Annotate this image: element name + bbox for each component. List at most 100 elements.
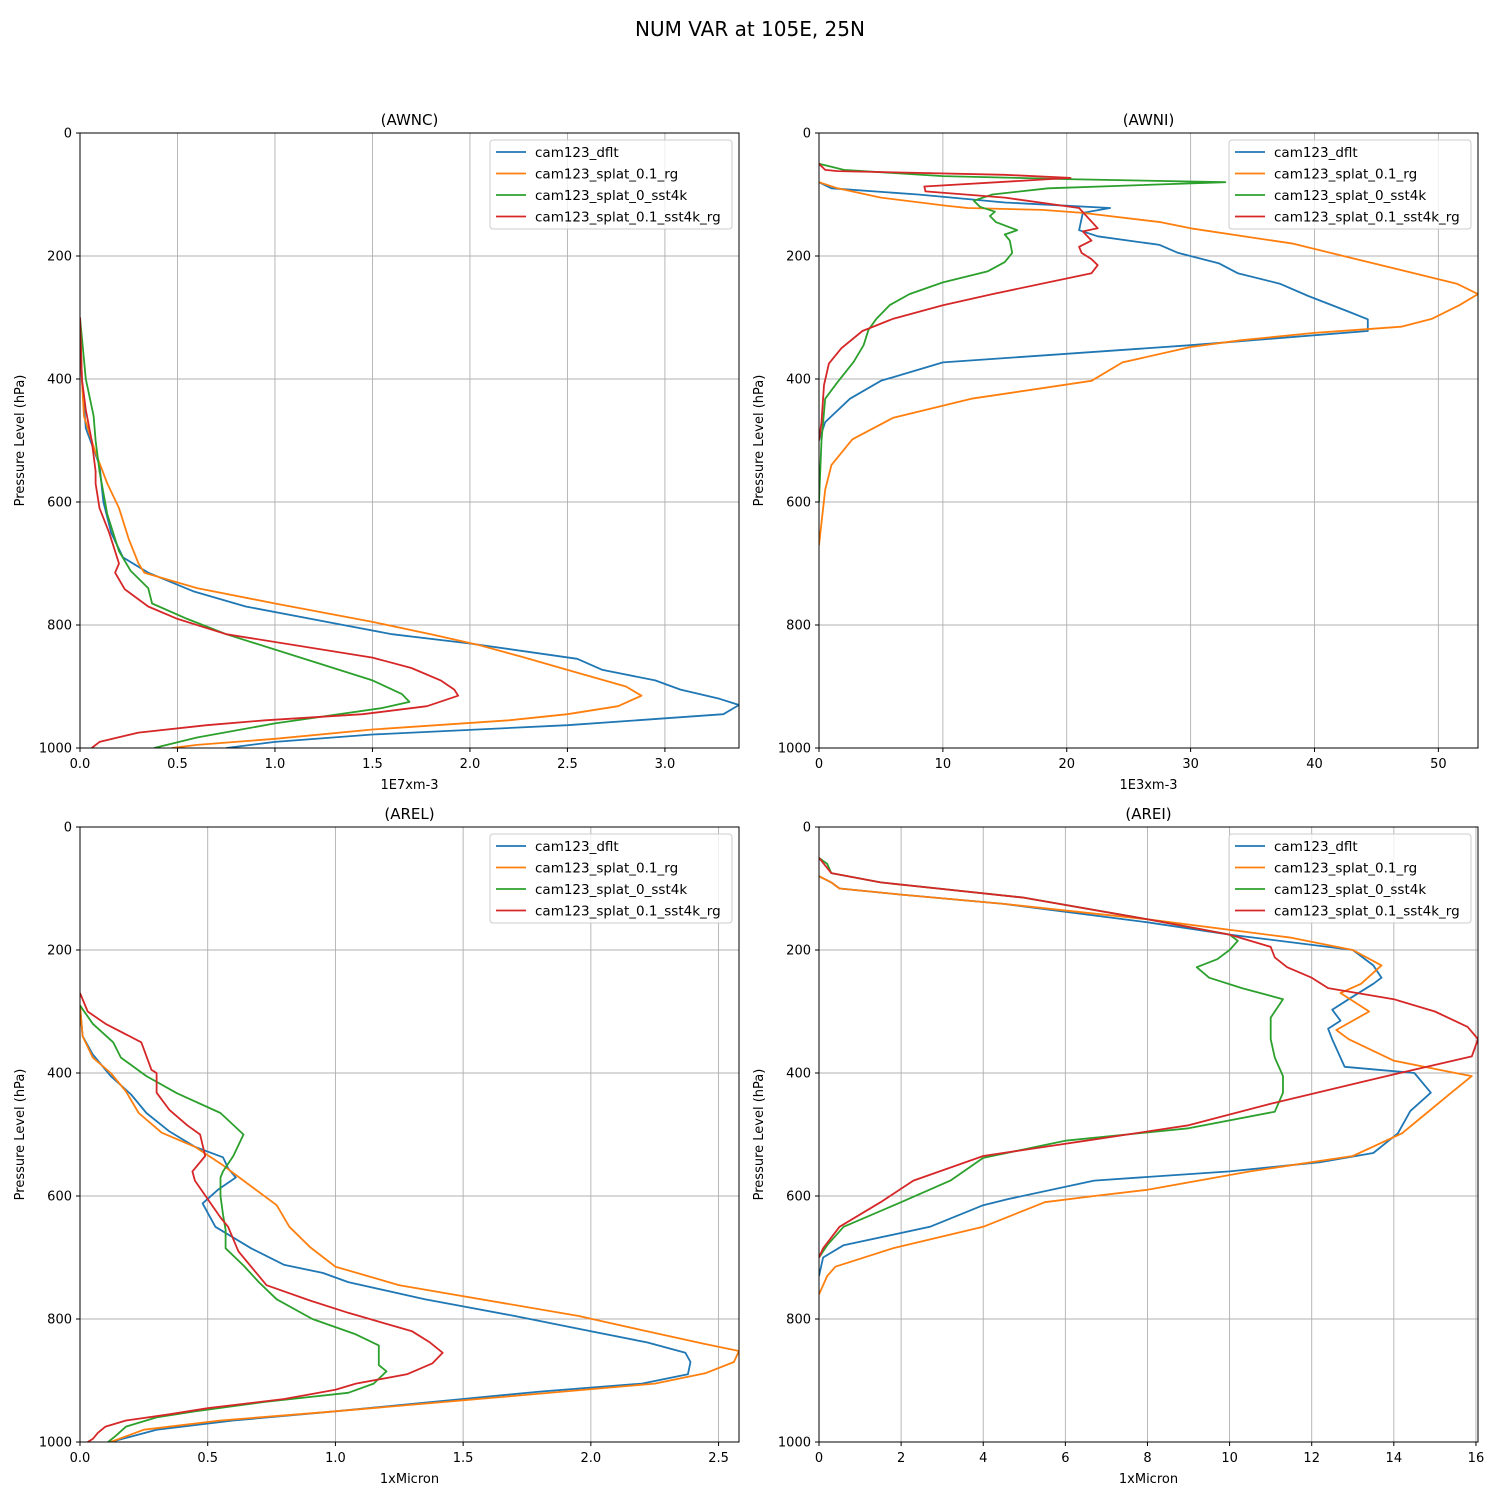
y-tick-label: 200 xyxy=(47,944,72,959)
y-tick-label: 600 xyxy=(47,496,72,511)
x-tick-label: 1.5 xyxy=(362,757,383,772)
y-tick-label: 1000 xyxy=(39,742,72,757)
x-tick-label: 0 xyxy=(815,757,823,772)
series-line-cam123_dflt xyxy=(80,1005,692,1442)
figure-title: NUM VAR at 105E, 25N xyxy=(635,17,865,41)
y-tick-label: 600 xyxy=(786,1190,811,1205)
panel-3: 0 2 4 6 8 10 12 14 16 0 200 400 600 800 1000 (AREI) 1xMi… xyxy=(752,805,1484,1487)
legend: cam123_dflt cam123_splat_0.1_rg cam123_spl… xyxy=(489,833,733,924)
series-line-cam123_splat_0.1_sst4k_rg xyxy=(80,992,444,1442)
panel-title: (AWNI) xyxy=(1123,111,1175,129)
series-line-cam123_splat_0.1_rg xyxy=(80,317,643,748)
x-tick-label: 12 xyxy=(1303,1451,1320,1466)
legend-label: cam123_splat_0.1_sst4k_rg xyxy=(1274,210,1460,226)
series-line-cam123_splat_0_sst4k xyxy=(819,162,1227,503)
x-tick-label: 2 xyxy=(897,1451,905,1466)
panel-2: 0.0 0.5 1.0 1.5 2.0 2.5 0 200 400 600 800 1000 (AREL… xyxy=(13,805,740,1487)
legend: cam123_dflt cam123_splat_0.1_rg cam123_spl… xyxy=(489,139,733,230)
y-tick-label: 200 xyxy=(47,250,72,265)
panels: 0.0 0.5 1.0 1.5 2.0 2.5 3.002004006008001000(A… xyxy=(13,111,1484,1487)
legend-box xyxy=(489,833,733,924)
legend-label: cam123_splat_0.1_sst4k_rg xyxy=(535,210,721,226)
legend-label: cam123_splat_0_sst4k xyxy=(535,188,687,204)
legend-label: cam123_splat_0.1_rg xyxy=(1274,861,1417,877)
series-line-cam123_splat_0_sst4k xyxy=(80,1004,388,1442)
legend-label: cam123_dflt xyxy=(535,145,619,161)
series-line-cam123_splat_0_sst4k xyxy=(80,317,411,748)
x-axis-label: 1xMicron xyxy=(380,1472,439,1487)
legend-box xyxy=(1228,139,1472,230)
y-tick-label: 600 xyxy=(786,496,811,511)
axes-frame xyxy=(818,826,1479,1443)
y-tick-label: 800 xyxy=(47,619,72,634)
series-line-cam123_dflt xyxy=(819,875,1432,1277)
x-tick-label: 10 xyxy=(935,757,952,772)
legend-label: cam123_splat_0_sst4k xyxy=(1274,882,1426,898)
legend-label: cam123_dflt xyxy=(1274,839,1358,855)
legend-box xyxy=(489,139,733,230)
x-tick-label: 0.0 xyxy=(70,757,91,772)
axes-frame xyxy=(818,132,1479,749)
y-axis-label: Pressure Level (hPa) xyxy=(13,375,28,507)
panel-title: (AWNC) xyxy=(381,111,439,129)
x-tick-label: 30 xyxy=(1182,757,1199,772)
y-tick-label: 1000 xyxy=(778,742,811,757)
y-tick-label: 200 xyxy=(786,944,811,959)
panel-1: 0 10 20 30 40 50 0 200 400 600 800 1000 (AWNI) 1E3xm-… xyxy=(752,111,1479,793)
series-line-cam123_splat_0.1_rg xyxy=(819,875,1473,1295)
y-tick-label: 800 xyxy=(786,619,811,634)
x-tick-label: 8 xyxy=(1143,1451,1151,1466)
x-tick-label: 10 xyxy=(1221,1451,1238,1466)
series-line-cam123_splat_0.1_sst4k_rg xyxy=(819,857,1478,1258)
legend-box xyxy=(1228,833,1472,924)
legend-label: cam123_dflt xyxy=(1274,145,1358,161)
panel-title: (AREI) xyxy=(1125,805,1171,823)
legend-label: cam123_splat_0_sst4k xyxy=(1274,188,1426,204)
series-line-cam123_dflt xyxy=(819,181,1369,441)
y-axis-label: Pressure Level (hPa) xyxy=(13,1069,28,1201)
legend-label: cam123_dflt xyxy=(535,839,619,855)
y-tick-label: 0 xyxy=(64,127,72,142)
legend-label: cam123_splat_0.1_rg xyxy=(535,167,678,183)
x-tick-label: 3.0 xyxy=(655,757,676,772)
legend: cam123_dflt cam123_splat_0.1_rg cam123_spl… xyxy=(1228,139,1472,230)
legend-label: cam123_splat_0.1_sst4k_rg xyxy=(1274,904,1460,920)
x-tick-label: 20 xyxy=(1058,757,1075,772)
y-tick-label: 400 xyxy=(47,373,72,388)
x-tick-label: 2.5 xyxy=(708,1451,729,1466)
y-tick-label: 800 xyxy=(47,1313,72,1328)
legend-label: cam123_splat_0.1_rg xyxy=(1274,167,1417,183)
y-tick-label: 1000 xyxy=(39,1436,72,1451)
panel-0: 0.0 0.5 1.0 1.5 2.0 2.5 3.0 0 200 400 600 800 1000 (A… xyxy=(13,111,740,793)
x-tick-label: 40 xyxy=(1306,757,1323,772)
y-tick-label: 400 xyxy=(786,373,811,388)
x-tick-label: 1.0 xyxy=(325,1451,346,1466)
x-tick-label: 16 xyxy=(1468,1451,1485,1466)
y-tick-label: 200 xyxy=(786,250,811,265)
series-line-cam123_splat_0.1_sst4k_rg xyxy=(819,163,1099,441)
y-tick-label: 0 xyxy=(803,127,811,142)
y-tick-label: 600 xyxy=(47,1190,72,1205)
x-tick-label: 0.5 xyxy=(167,757,188,772)
legend-label: cam123_splat_0.1_rg xyxy=(535,861,678,877)
y-tick-label: 400 xyxy=(47,1067,72,1082)
series-line-cam123_splat_0.1_rg xyxy=(819,181,1478,546)
axes-frame xyxy=(79,826,740,1443)
legend: cam123_dflt cam123_splat_0.1_rg cam123_spl… xyxy=(1228,833,1472,924)
x-tick-label: 6 xyxy=(1061,1451,1069,1466)
x-tick-label: 1.5 xyxy=(453,1451,474,1466)
x-tick-label: 2.0 xyxy=(581,1451,602,1466)
x-tick-label: 0.0 xyxy=(70,1451,91,1466)
y-tick-label: 400 xyxy=(786,1067,811,1082)
x-tick-label: 0.5 xyxy=(197,1451,218,1466)
x-tick-label: 2.0 xyxy=(460,757,481,772)
x-tick-label: 1.0 xyxy=(265,757,286,772)
series-line-cam123_splat_0.1_sst4k_rg xyxy=(80,317,460,748)
x-axis-label: 1xMicron xyxy=(1119,1472,1178,1487)
y-axis-label: Pressure Level (hPa) xyxy=(752,1069,767,1201)
y-tick-label: 0 xyxy=(64,821,72,836)
x-tick-label: 2.5 xyxy=(557,757,578,772)
x-tick-label: 4 xyxy=(979,1451,987,1466)
legend-label: cam123_splat_0.1_sst4k_rg xyxy=(535,904,721,920)
